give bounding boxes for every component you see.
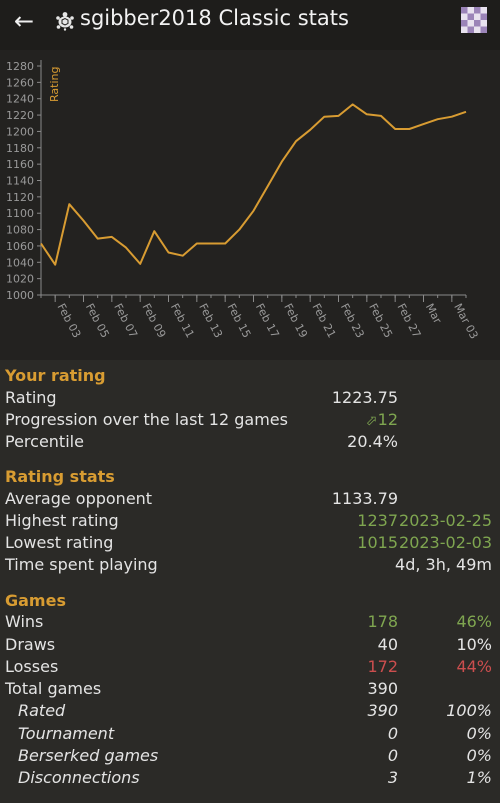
tournament-value: 0 bbox=[387, 724, 398, 743]
disconnections-label: Disconnections bbox=[18, 768, 140, 787]
progression-row: Progression over the last 12 games ⬀12 bbox=[5, 410, 495, 432]
rating-value: 1223.75 bbox=[331, 388, 398, 407]
draws-row[interactable]: Draws 40 10% bbox=[5, 635, 495, 657]
y-tick-label: 1020 bbox=[6, 273, 34, 286]
x-tick-label: Feb 21 bbox=[310, 301, 339, 340]
highest-rating-date-link[interactable]: 2023-02-25 bbox=[399, 511, 492, 530]
x-tick-label: Feb 19 bbox=[281, 301, 310, 340]
avg-opponent-label: Average opponent bbox=[5, 489, 153, 508]
x-tick-label: Feb 13 bbox=[196, 301, 225, 340]
wins-row[interactable]: Wins 178 46% bbox=[5, 612, 495, 634]
avg-opponent-row: Average opponent 1133.79 bbox=[5, 489, 495, 511]
x-tick-label: Feb 17 bbox=[253, 301, 282, 340]
disconnections-row[interactable]: Disconnections 3 1% bbox=[5, 768, 495, 790]
avg-opponent-value: 1133.79 bbox=[331, 489, 398, 508]
wins-pct: 46% bbox=[456, 612, 492, 631]
total-games-label: Total games bbox=[5, 679, 102, 698]
y-tick-label: 1140 bbox=[6, 175, 34, 188]
berserked-label: Berserked games bbox=[18, 746, 159, 765]
page-title: sgibber2018 Classic stats bbox=[80, 6, 349, 30]
x-tick-label: Feb 23 bbox=[338, 301, 367, 340]
total-games-value: 390 bbox=[367, 679, 398, 698]
progression-label: Progression over the last 12 games bbox=[5, 410, 288, 429]
x-tick-label: Feb 25 bbox=[366, 301, 395, 340]
highest-rating-label: Highest rating bbox=[5, 511, 119, 530]
your-rating-title: Your rating bbox=[5, 366, 106, 385]
y-tick-label: 1080 bbox=[6, 224, 34, 237]
losses-pct: 44% bbox=[456, 657, 492, 676]
y-tick-label: 1040 bbox=[6, 256, 34, 269]
arrow-left-icon: ← bbox=[13, 7, 35, 35]
percentile-label: Percentile bbox=[5, 432, 84, 451]
x-tick-label: Feb 27 bbox=[395, 301, 424, 340]
losses-label: Losses bbox=[5, 657, 59, 676]
back-button[interactable]: ← bbox=[10, 7, 38, 35]
time-playing-label: Time spent playing bbox=[5, 555, 158, 574]
tournament-pct: 0% bbox=[466, 724, 492, 743]
y-tick-label: 1160 bbox=[6, 158, 34, 171]
y-tick-label: 1060 bbox=[6, 240, 34, 253]
y-tick-label: 1200 bbox=[6, 125, 34, 138]
rating-series-line bbox=[40, 103, 467, 266]
time-playing-row: Time spent playing 4d, 3h, 49m bbox=[5, 555, 495, 577]
y-tick-label: 1120 bbox=[6, 191, 34, 204]
disconnections-value: 3 bbox=[387, 768, 398, 787]
app-header: ← sgibber2018 Classic stats bbox=[0, 0, 500, 50]
arrow-up-right-icon: ⬀ bbox=[365, 413, 378, 429]
y-tick-label: 1260 bbox=[6, 76, 34, 89]
x-tick-label: Feb 05 bbox=[83, 301, 112, 340]
total-games-row[interactable]: Total games 390 bbox=[5, 679, 495, 701]
rating-row: Rating 1223.75 bbox=[5, 388, 495, 410]
rating-label: Rating bbox=[5, 388, 57, 407]
x-tick-label: Feb 15 bbox=[225, 301, 254, 340]
draws-pct: 10% bbox=[456, 635, 492, 654]
rating-chart-svg: 1000 1020 1040 1060 1080 1100 1120 1140 1160 1180… bbox=[6, 60, 481, 341]
checkerboard-icon[interactable] bbox=[461, 7, 487, 33]
rated-pct: 100% bbox=[446, 701, 492, 720]
lowest-rating-label: Lowest rating bbox=[5, 533, 114, 552]
x-tick-label: Feb 11 bbox=[168, 301, 197, 340]
rated-label: Rated bbox=[18, 701, 66, 720]
berserked-value: 0 bbox=[387, 746, 398, 765]
time-playing-value: 4d, 3h, 49m bbox=[395, 555, 492, 574]
progression-value-wrap: ⬀12 bbox=[366, 410, 398, 429]
berserked-row[interactable]: Berserked games 0 0% bbox=[5, 746, 495, 768]
wins-label: Wins bbox=[5, 612, 44, 631]
turtle-icon bbox=[56, 12, 74, 31]
wins-value: 178 bbox=[367, 612, 398, 631]
y-tick-label: 1280 bbox=[6, 60, 34, 73]
x-tick-label: Feb 03 bbox=[55, 301, 84, 340]
tournament-row[interactable]: Tournament 0 0% bbox=[5, 724, 495, 746]
y-tick-label: 1240 bbox=[6, 93, 34, 106]
percentile-value: 20.4% bbox=[347, 432, 398, 451]
lowest-rating-row: Lowest rating 1015 2023-02-03 bbox=[5, 533, 495, 555]
y-tick-label: 1220 bbox=[6, 109, 34, 122]
x-tick-label: Feb 07 bbox=[111, 301, 140, 340]
rating-stats-title: Rating stats bbox=[5, 467, 115, 486]
progression-value: 12 bbox=[377, 410, 398, 429]
draws-label: Draws bbox=[5, 635, 56, 654]
draws-value: 40 bbox=[377, 635, 398, 654]
tournament-label: Tournament bbox=[18, 724, 115, 743]
x-tick-label: Mar 03 bbox=[451, 301, 480, 341]
y-axis-label: Rating bbox=[48, 67, 61, 102]
losses-value: 172 bbox=[367, 657, 398, 676]
y-tick-label: 1100 bbox=[6, 207, 34, 220]
berserked-pct: 0% bbox=[466, 746, 492, 765]
lowest-rating-value: 1015 bbox=[357, 533, 398, 552]
games-title: Games bbox=[5, 591, 66, 610]
disconnections-pct: 1% bbox=[466, 768, 492, 787]
y-tick-label: 1180 bbox=[6, 142, 34, 155]
x-tick-label: Feb 09 bbox=[140, 301, 169, 340]
percentile-row: Percentile 20.4% bbox=[5, 432, 495, 454]
rated-value: 390 bbox=[367, 701, 398, 720]
lowest-rating-date-link[interactable]: 2023-02-03 bbox=[399, 533, 492, 552]
losses-row[interactable]: Losses 172 44% bbox=[5, 657, 495, 679]
rating-chart: 1000 1020 1040 1060 1080 1100 1120 1140 1160 1180… bbox=[0, 50, 500, 360]
x-tick-label: Mar bbox=[423, 301, 444, 326]
highest-rating-value: 1237 bbox=[357, 511, 398, 530]
y-tick-label: 1000 bbox=[6, 289, 34, 302]
rated-row[interactable]: Rated 390 100% bbox=[5, 701, 495, 723]
highest-rating-row: Highest rating 1237 2023-02-25 bbox=[5, 511, 495, 533]
